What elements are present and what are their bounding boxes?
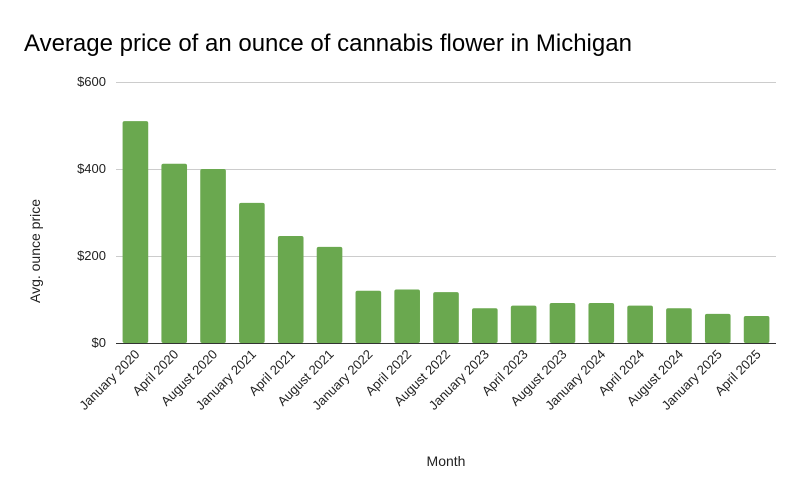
bar <box>472 308 498 343</box>
bar <box>239 202 265 343</box>
bar <box>510 305 537 343</box>
y-tick-label: $0 <box>92 335 106 350</box>
chart-title: Average price of an ounce of cannabis fl… <box>24 30 632 57</box>
bar <box>316 246 343 343</box>
bar <box>122 121 149 344</box>
bar <box>743 316 770 343</box>
y-tick-label: $200 <box>77 248 106 263</box>
x-axis-label: Month <box>427 453 466 469</box>
bar <box>394 289 420 343</box>
bar <box>355 290 382 343</box>
x-tick-label: January 2020 <box>76 347 142 413</box>
bar <box>704 313 731 343</box>
y-tick-label: $600 <box>77 74 106 89</box>
bars <box>122 121 770 344</box>
gridlines <box>116 82 776 257</box>
bar <box>433 292 459 343</box>
bar <box>549 302 576 343</box>
bar <box>666 308 692 343</box>
bar <box>588 302 615 343</box>
bar <box>161 163 188 343</box>
y-axis-ticks: $0 $200 $400 $600 <box>77 74 106 350</box>
y-tick-label: $400 <box>77 161 106 176</box>
y-axis-label: Avg. ounce price <box>27 199 43 303</box>
bar <box>200 169 226 343</box>
bar <box>277 235 304 343</box>
bar <box>627 305 653 343</box>
